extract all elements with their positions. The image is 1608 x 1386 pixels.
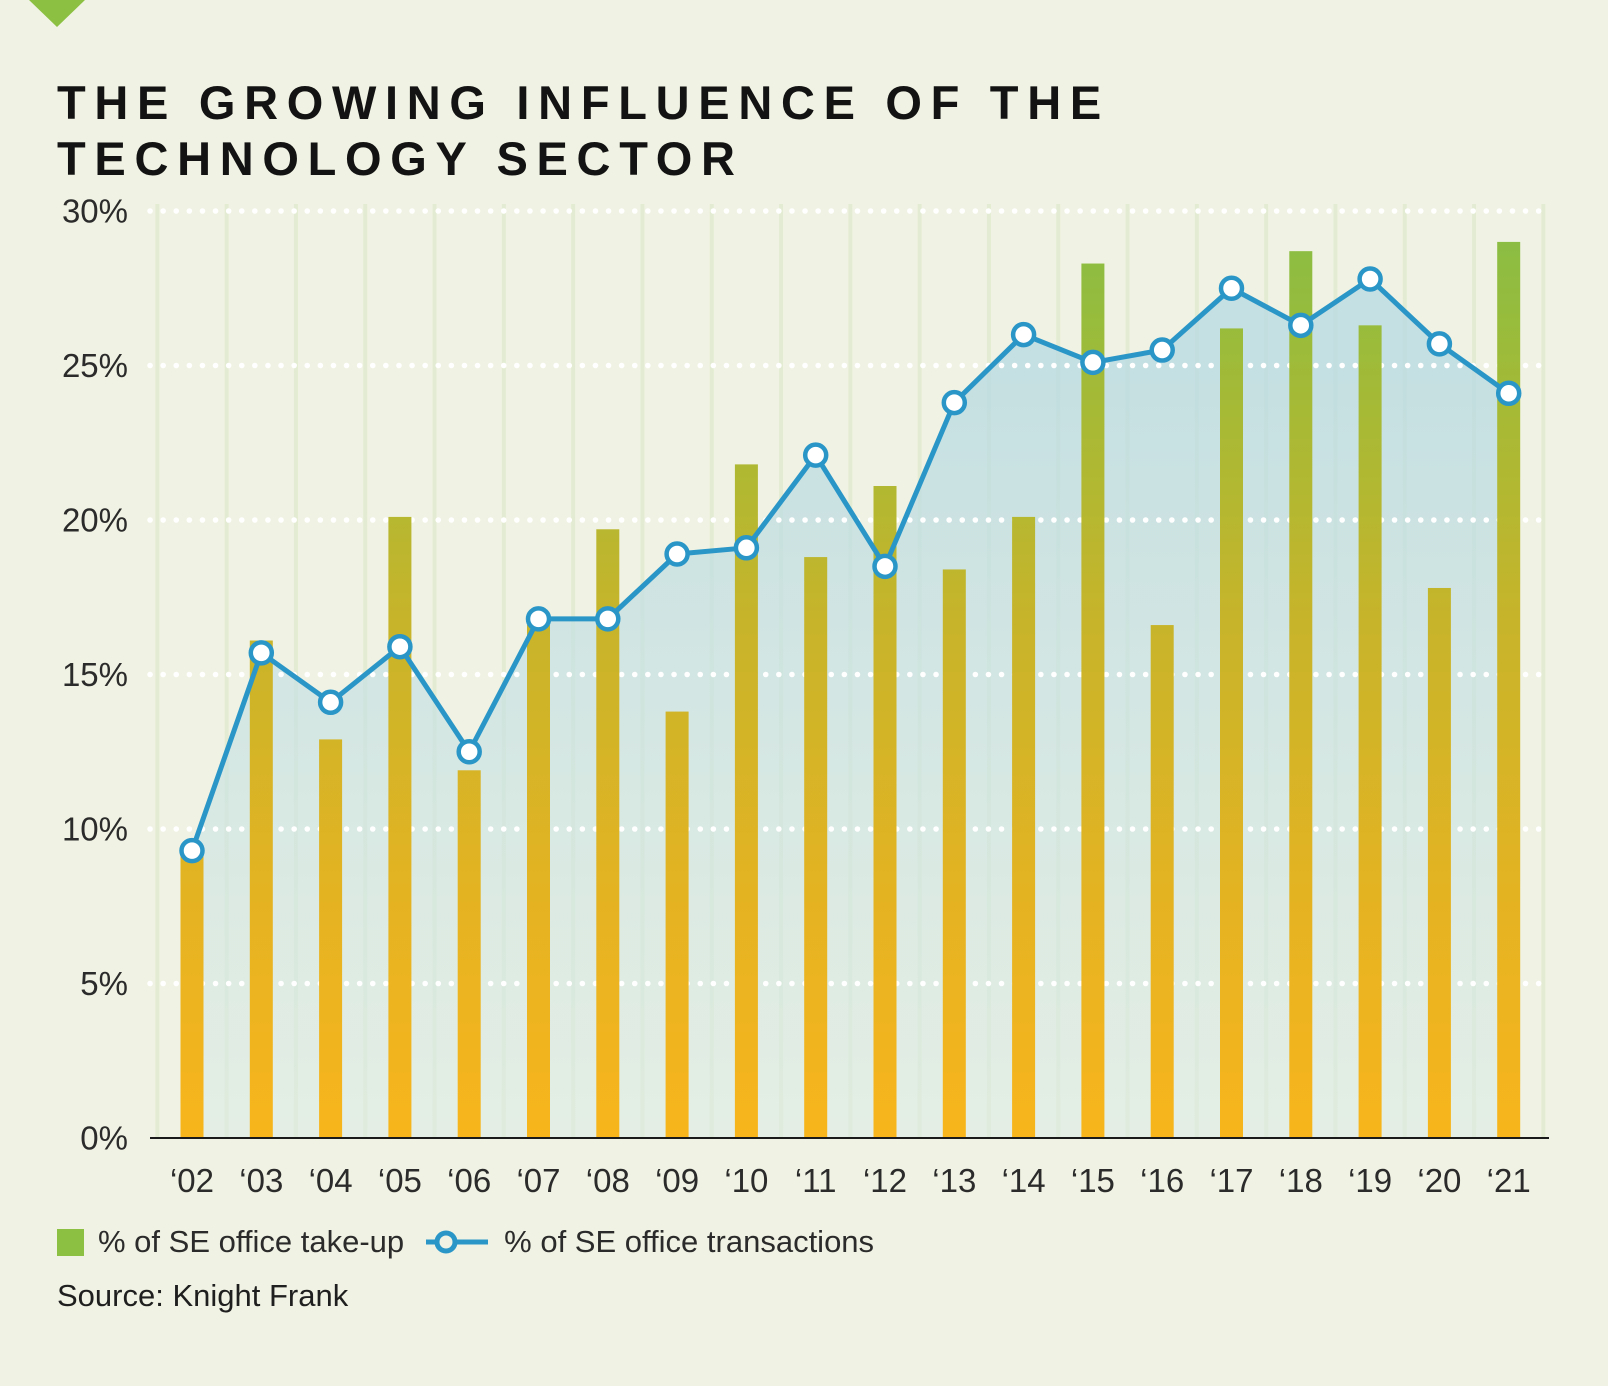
marker-18: [1288, 312, 1314, 339]
marker-16: [1149, 337, 1175, 363]
y-axis-label: 0%: [80, 1120, 128, 1157]
marker-14: [1010, 321, 1037, 348]
x-axis-label: ‘09: [655, 1162, 699, 1199]
x-axis-label: ‘15: [1071, 1162, 1115, 1199]
y-axis-label: 25%: [62, 347, 128, 384]
x-axis-label: ‘21: [1487, 1162, 1531, 1199]
legend-item-takeup: % of SE office take-up: [57, 1224, 404, 1260]
marker-10: [733, 535, 760, 561]
marker-05: [387, 633, 413, 660]
bar-17: [1220, 328, 1243, 1138]
x-axis-label: ‘04: [309, 1162, 353, 1199]
bar-09: [665, 711, 689, 1138]
x-axis-label: ‘16: [1140, 1162, 1184, 1199]
bar-11: [804, 557, 828, 1138]
marker-20: [1426, 331, 1453, 357]
bar-18: [1289, 251, 1313, 1139]
source-attribution: Source: Knight Frank: [57, 1278, 349, 1313]
legend-transactions-label: % of SE office transactions: [504, 1224, 875, 1259]
x-axis-label: ‘14: [1002, 1162, 1046, 1199]
y-axis-label: 30%: [62, 193, 128, 230]
legend-takeup-label: % of SE office take-up: [98, 1224, 405, 1259]
marker-07: [525, 606, 552, 632]
x-axis-label: ‘08: [586, 1162, 630, 1199]
bar-16: [1150, 625, 1174, 1138]
marker-02: [179, 837, 205, 864]
y-axis-label: 20%: [62, 502, 128, 539]
bar-12: [873, 486, 897, 1138]
bar-07: [527, 625, 550, 1138]
marker-13: [941, 389, 968, 416]
line-series-marker-icon: [426, 1230, 489, 1254]
x-axis-label: ‘12: [863, 1162, 907, 1199]
page-title: THE GROWING INFLUENCE OF THE TECHNOLOGY …: [57, 76, 1110, 185]
x-axis-label: ‘05: [378, 1162, 422, 1199]
y-axis-label: 15%: [62, 656, 128, 693]
bar-19: [1358, 325, 1382, 1138]
chart-area: 0% 5% 10% 15% 20% 25% 30% ‘02 ‘03 ‘04 ‘05 ‘06 ‘07 ‘08…: [0, 190, 1570, 1215]
marker-21: [1495, 380, 1522, 407]
transactions-area-fill: [192, 278, 1509, 1139]
x-axis-label: ‘02: [170, 1162, 214, 1199]
marker-08: [595, 606, 621, 632]
x-axis-label: ‘19: [1348, 1162, 1392, 1199]
bar-14: [1012, 516, 1036, 1138]
marker-11: [802, 442, 829, 468]
bar-15: [1081, 263, 1105, 1138]
chart-legend: % of SE office take-up % of SE office tr…: [57, 1224, 874, 1260]
chart-canvas: 0% 5% 10% 15% 20% 25% 30% ‘02 ‘03 ‘04 ‘05 ‘06 ‘07 ‘08…: [62, 193, 1552, 1199]
marker-09: [664, 541, 690, 567]
bar-20: [1427, 587, 1451, 1138]
marker-04: [317, 689, 344, 716]
bar-series-swatch-icon: [57, 1228, 84, 1256]
bar-06: [457, 770, 481, 1138]
marker-15: [1080, 349, 1106, 376]
marker-12: [872, 553, 898, 580]
bar-10: [734, 464, 758, 1138]
bar-04: [319, 739, 343, 1138]
bar-21: [1497, 241, 1521, 1138]
x-axis-label: ‘10: [724, 1162, 768, 1199]
transactions-line: [189, 276, 1512, 854]
bar-03: [249, 640, 273, 1138]
down-arrow-icon: [29, 0, 85, 27]
y-axis-label: 10%: [62, 811, 128, 848]
legend-item-transactions: % of SE office transactions: [424, 1224, 874, 1260]
x-axis-label: ‘17: [1209, 1162, 1253, 1199]
marker-03: [248, 640, 275, 666]
y-axis-label: 5%: [80, 965, 128, 1002]
marker-17: [1218, 275, 1245, 301]
x-axis-label: ‘06: [447, 1162, 491, 1199]
x-axis-label: ‘13: [932, 1162, 976, 1199]
bar-08: [596, 529, 620, 1138]
bar-13: [942, 569, 966, 1138]
marker-19: [1357, 266, 1383, 292]
bar-05: [388, 516, 412, 1138]
x-axis-label: ‘03: [239, 1162, 283, 1199]
x-axis-label: ‘11: [795, 1162, 837, 1199]
x-axis-label: ‘18: [1279, 1162, 1323, 1199]
x-axis-label: ‘07: [516, 1162, 560, 1199]
bar-02: [180, 847, 204, 1138]
marker-06: [456, 739, 482, 765]
x-axis-label: ‘20: [1417, 1162, 1461, 1199]
